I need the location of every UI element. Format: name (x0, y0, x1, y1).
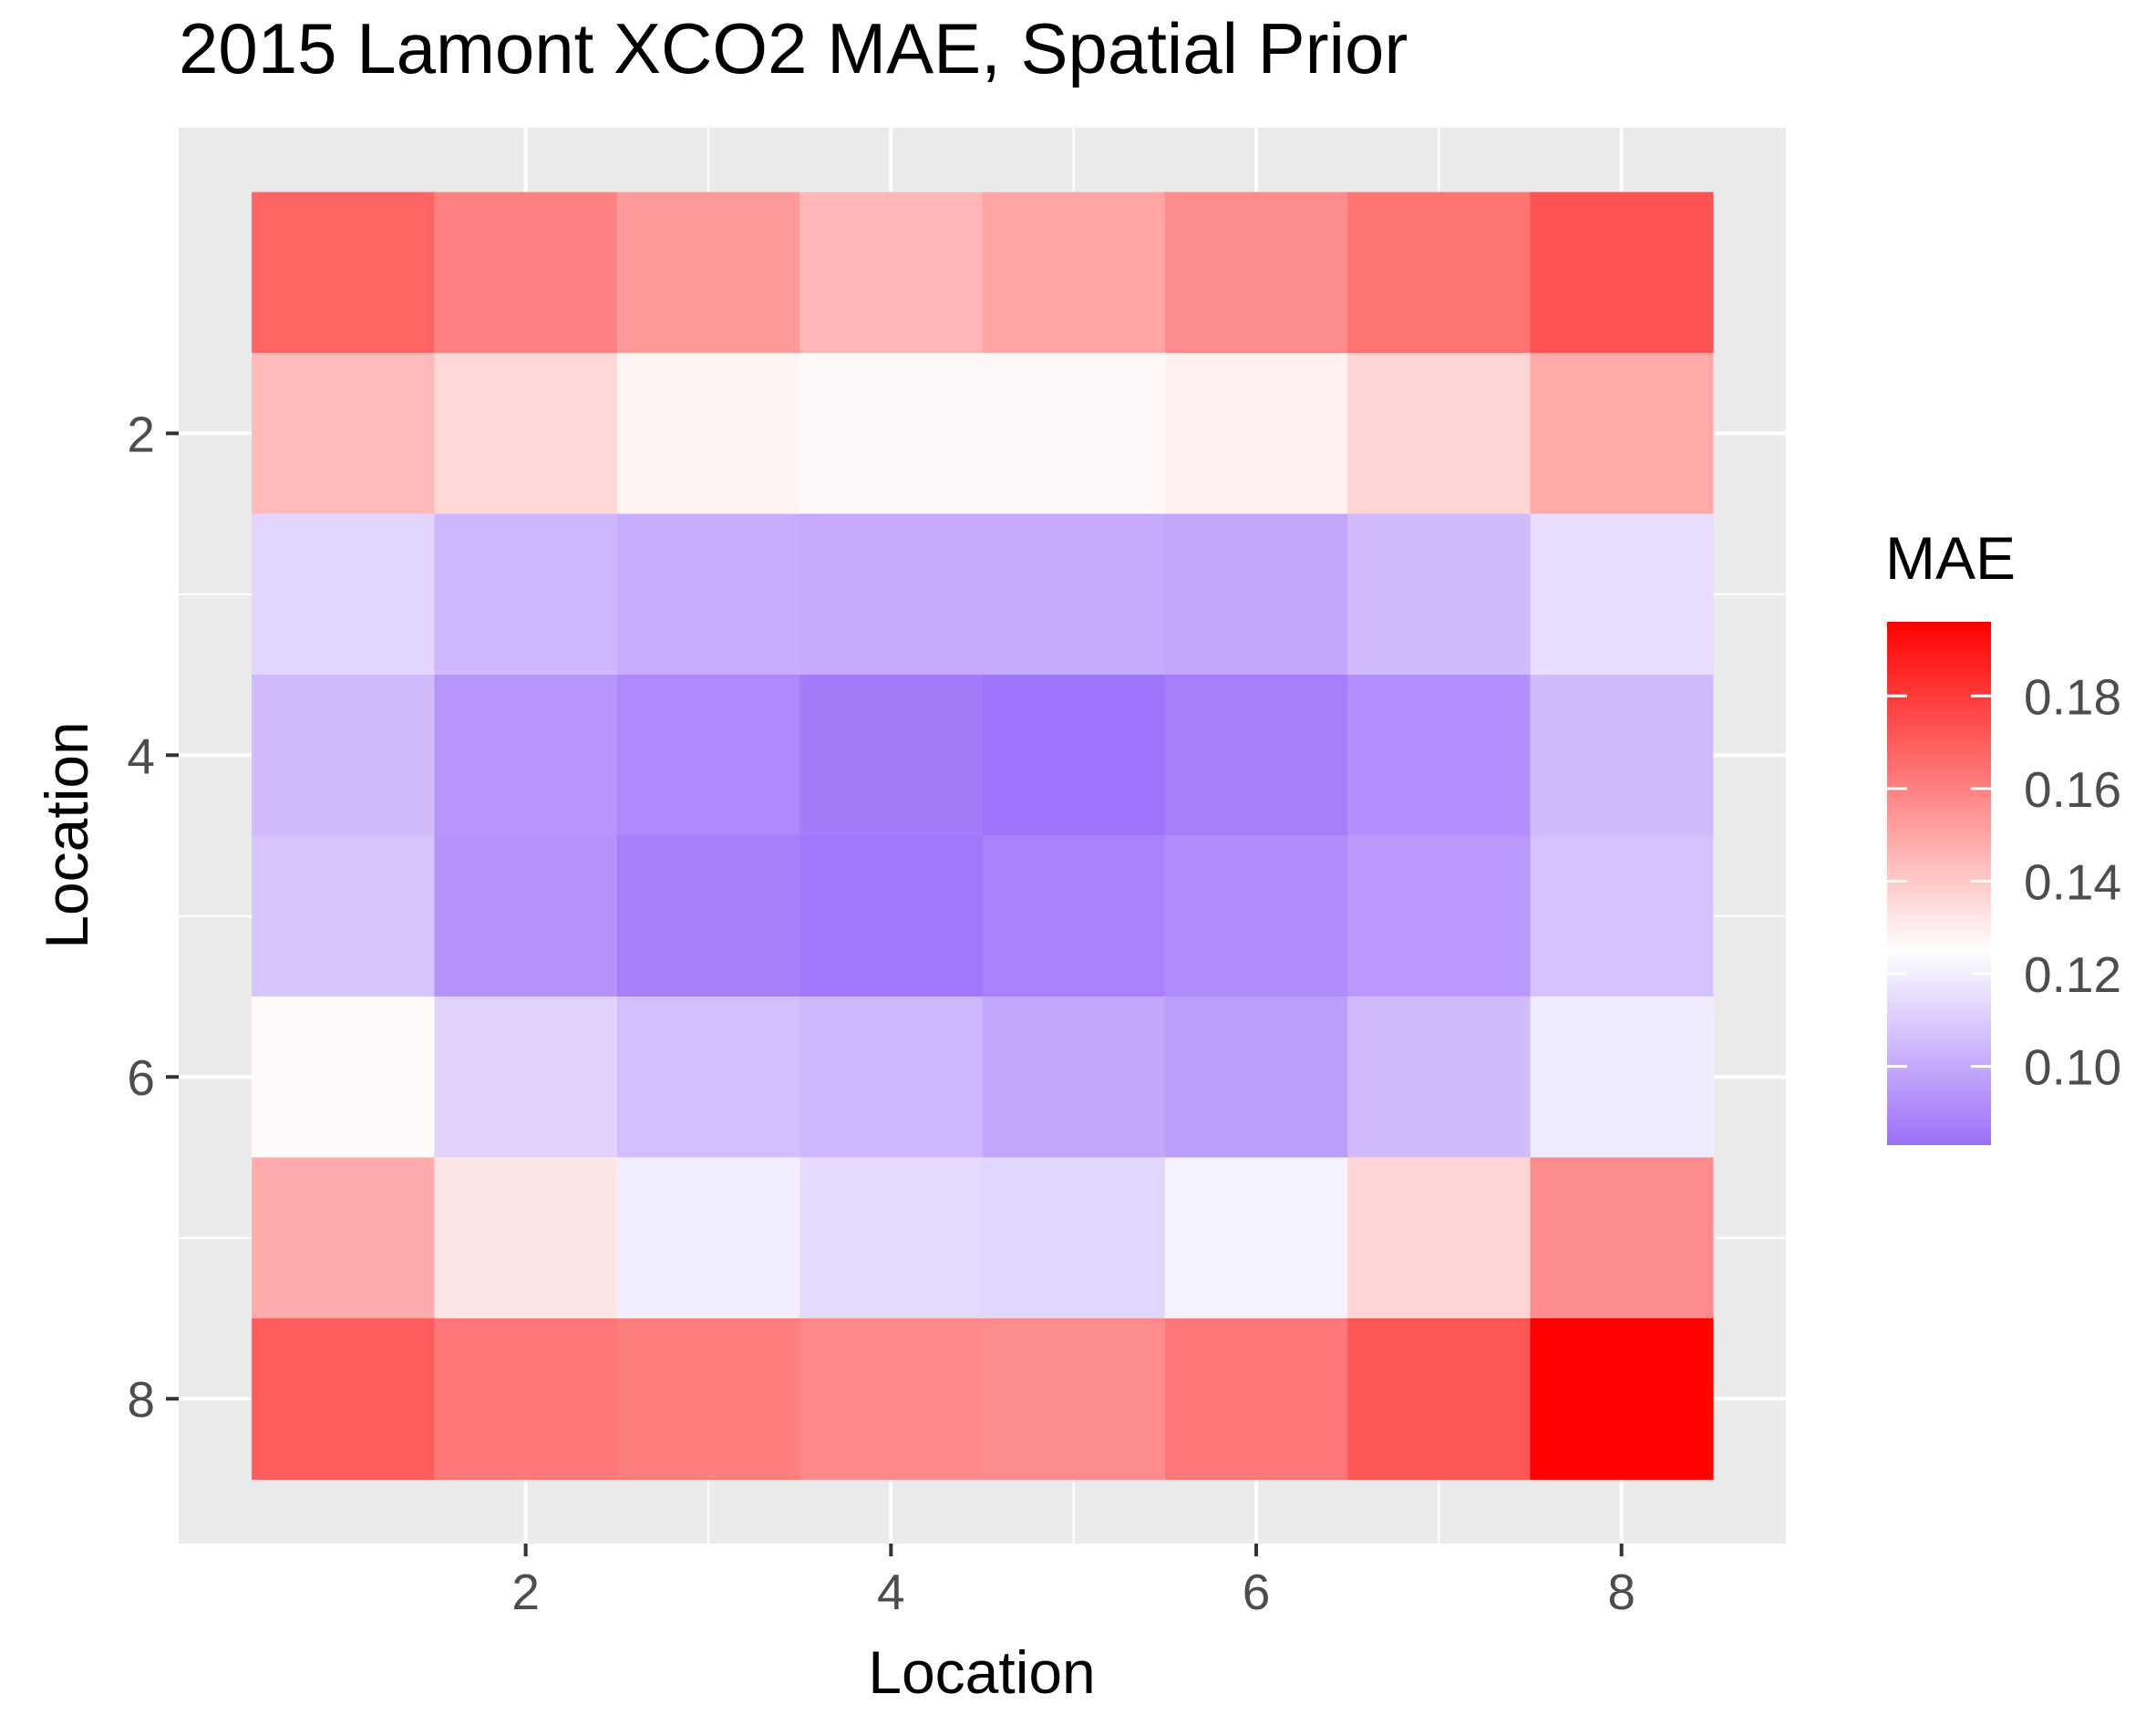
y-tick-label: 2 (127, 406, 155, 462)
heatmap-cell (1164, 353, 1348, 515)
legend-title: MAE (1885, 524, 2016, 592)
heatmap-cell (1347, 835, 1532, 997)
heatmap-cell (434, 191, 618, 354)
heatmap-cell (1347, 1317, 1532, 1481)
heatmap-cell (252, 353, 436, 515)
heatmap-cell (252, 513, 436, 676)
heatmap-cell (982, 1317, 1166, 1481)
heatmap-cell (616, 191, 800, 354)
heatmap-cell (616, 675, 800, 837)
heatmap-cell (252, 996, 436, 1159)
y-tick-label: 6 (127, 1049, 155, 1106)
heatmap-cell (799, 996, 984, 1159)
y-axis-label: Location (33, 721, 100, 949)
heatmap-cell (434, 996, 618, 1159)
heatmap-cell (616, 353, 800, 515)
heatmap-cell (1164, 835, 1348, 997)
heatmap-cell (1347, 353, 1532, 515)
legend-tick-label: 0.16 (2024, 761, 2121, 818)
heatmap-cell (1347, 675, 1532, 837)
heatmap-cell (1530, 513, 1714, 676)
legend-tick-label: 0.14 (2024, 853, 2121, 910)
heatmap-cell (1530, 353, 1714, 515)
heatmap-cell (252, 835, 436, 997)
legend-tick-label: 0.10 (2024, 1039, 2121, 1096)
y-tick-label: 8 (127, 1371, 155, 1428)
heatmap-cell (982, 996, 1166, 1159)
heatmap-cell (1347, 1157, 1532, 1319)
heatmap-cell (252, 675, 436, 837)
heatmap-cell (434, 1157, 618, 1319)
heatmap-cell (982, 675, 1166, 837)
heatmap-cell (434, 353, 618, 515)
heatmap-cell (434, 675, 618, 837)
x-tick-label: 4 (877, 1564, 905, 1620)
legend-ticks: 0.18 0.16 0.14 0.12 0.10 (1887, 668, 2121, 1096)
heatmap-cell (1530, 675, 1714, 837)
heatmap-cell (1347, 996, 1532, 1159)
legend: MAE 0.18 0.16 0.14 0.12 0.10 (1885, 524, 2121, 1145)
heatmap-cell (799, 835, 984, 997)
heatmap-cell (616, 996, 800, 1159)
heatmap-cell (1164, 513, 1348, 676)
heatmap-cell (1164, 996, 1348, 1159)
heatmap-cell (252, 191, 436, 354)
heatmap-cell (982, 353, 1166, 515)
heatmap-cell (799, 675, 984, 837)
x-tick-label: 6 (1243, 1564, 1271, 1620)
heatmap-cell (982, 191, 1166, 354)
x-tick-label: 2 (511, 1564, 540, 1620)
heatmap-cell (434, 513, 618, 676)
legend-tick-label: 0.12 (2024, 946, 2121, 1003)
heatmap-cell (982, 1157, 1166, 1319)
chart-title: 2015 Lamont XCO2 MAE, Spatial Prior (179, 8, 1408, 88)
heatmap-cell (799, 353, 984, 515)
heatmap-cell (1164, 675, 1348, 837)
heatmap-cell (1530, 191, 1714, 354)
heatmap-cell (799, 191, 984, 354)
heatmap-cell (982, 835, 1166, 997)
heatmap-cell (1164, 1157, 1348, 1319)
heatmap-cell (1530, 835, 1714, 997)
legend-tick-label: 0.18 (2024, 668, 2121, 725)
heatmap-cell (1530, 996, 1714, 1159)
heatmap-cell (616, 1157, 800, 1319)
heatmap-tiles (252, 191, 1714, 1481)
heatmap-cell (799, 1317, 984, 1481)
heatmap-cell (616, 1317, 800, 1481)
heatmap-cell (252, 1157, 436, 1319)
heatmap-cell (1347, 191, 1532, 354)
legend-colorbar (1887, 622, 1991, 1145)
y-tick-label: 4 (127, 728, 155, 784)
heatmap-cell (434, 835, 618, 997)
heatmap-cell (982, 513, 1166, 676)
heatmap-cell (799, 513, 984, 676)
heatmap-cell (1164, 191, 1348, 354)
heatmap-cell (1347, 513, 1532, 676)
heatmap-cell (799, 1157, 984, 1319)
heatmap-cell (616, 513, 800, 676)
heatmap-cell (252, 1317, 436, 1481)
heatmap-cell (434, 1317, 618, 1481)
heatmap-cell (1530, 1157, 1714, 1319)
heatmap-cell (1530, 1317, 1714, 1481)
heatmap-cell (1164, 1317, 1348, 1481)
axes: 2 4 6 8 2 4 6 8 (127, 406, 1635, 1620)
x-axis-label: Location (868, 1638, 1096, 1706)
x-tick-label: 8 (1607, 1564, 1635, 1620)
heatmap-cell (616, 835, 800, 997)
